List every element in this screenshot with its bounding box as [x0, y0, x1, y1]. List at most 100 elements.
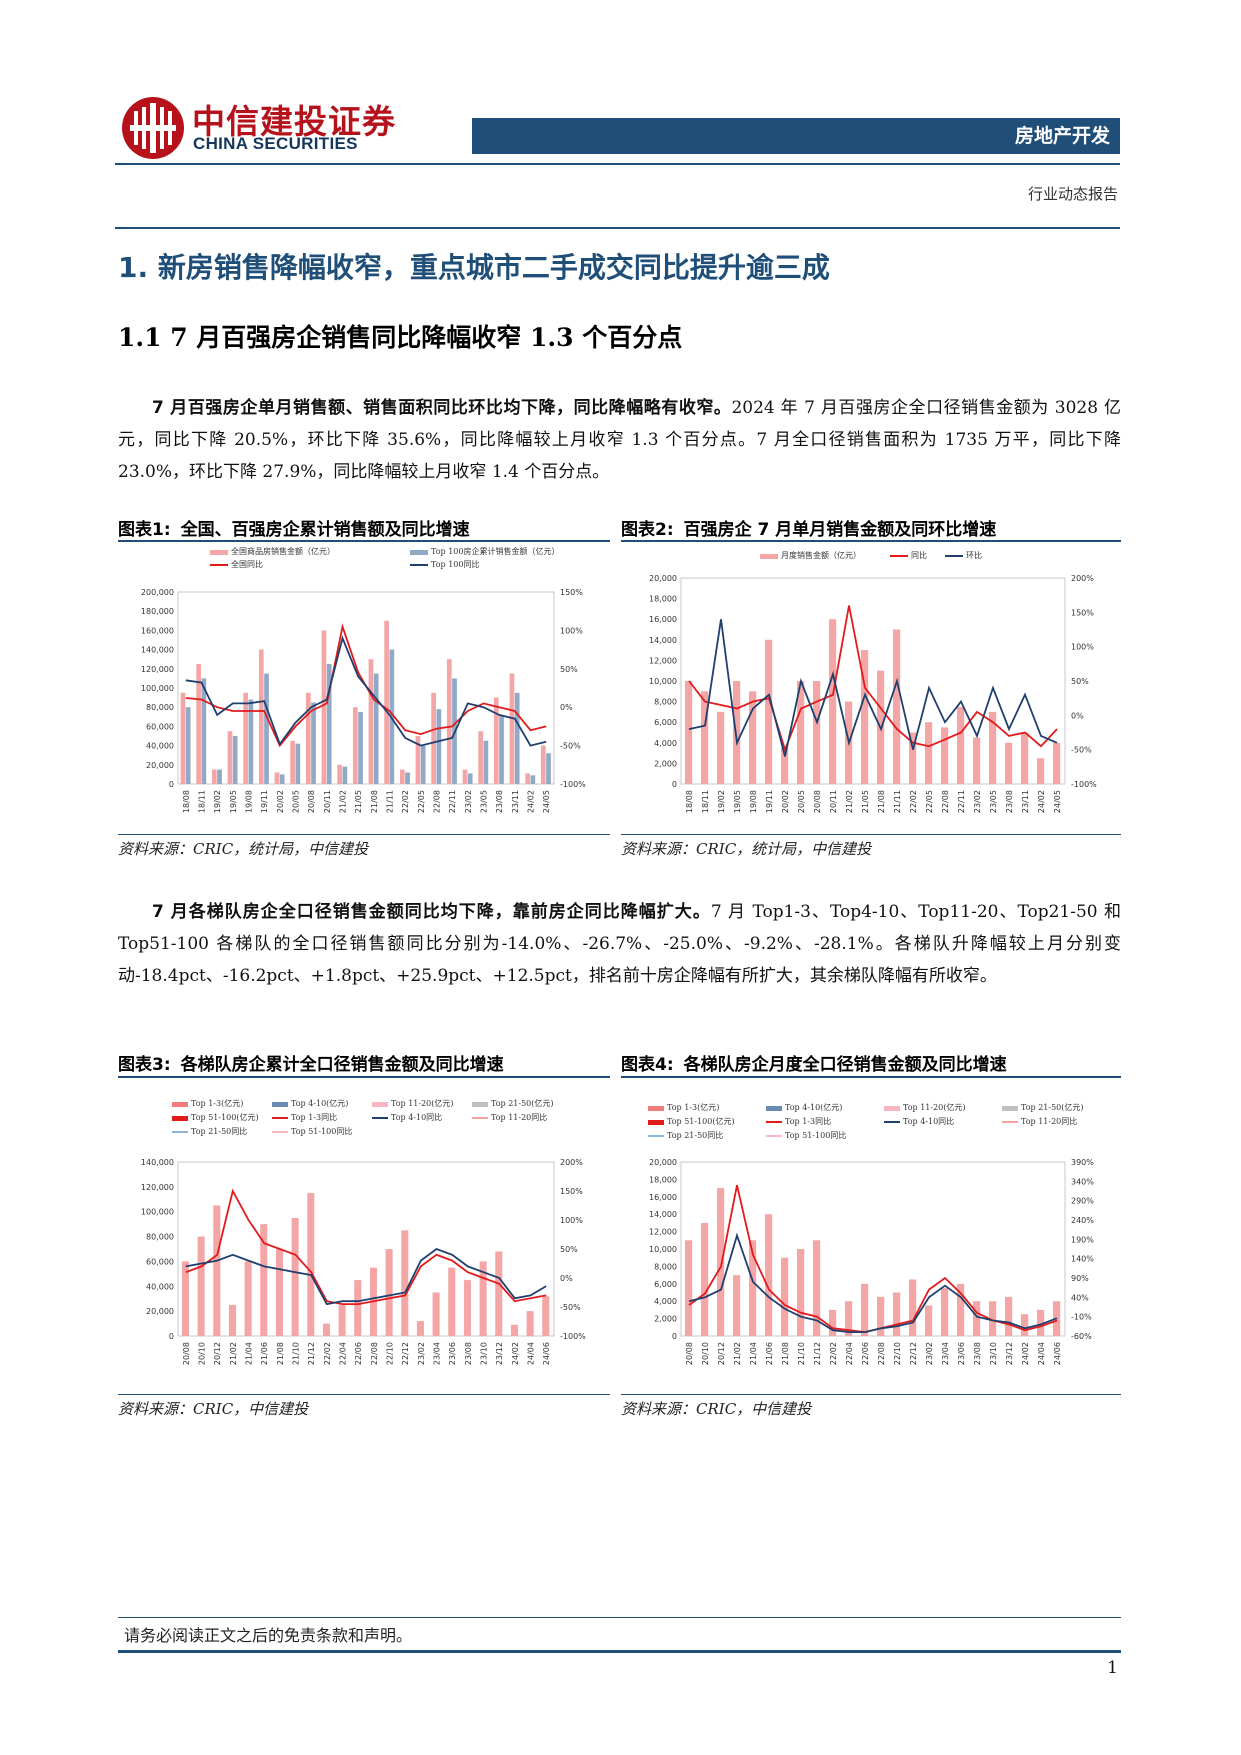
legend-item: Top 4-10同比: [884, 1116, 954, 1127]
y-tick-label: 2,000: [654, 1315, 677, 1324]
x-tick-label: 22/08: [941, 790, 950, 813]
y-tick-label: 10,000: [649, 1245, 677, 1254]
bar: [399, 769, 405, 784]
bar: [1053, 742, 1061, 784]
bar: [685, 681, 693, 784]
figure-2-bottom-rule: [621, 834, 1121, 835]
bar: [701, 1222, 709, 1336]
bar: [514, 692, 520, 784]
figure-2-label: 图表2:: [621, 520, 674, 540]
bar: [893, 629, 901, 784]
x-tick-label: 20/08: [813, 790, 822, 813]
legend-item: Top 51-100同比: [272, 1126, 352, 1137]
x-tick-label: 20/12: [213, 1342, 222, 1365]
bar: [479, 1261, 487, 1336]
figure-4-source: 资料来源：CRIC，中信建投: [621, 1400, 812, 1418]
plot-area: [680, 1161, 1066, 1337]
series-line: [185, 635, 547, 747]
bar: [432, 1292, 440, 1336]
legend-item: Top 4-10(亿元): [272, 1098, 348, 1109]
x-tick-label: 23/08: [495, 790, 504, 813]
bar: [499, 714, 504, 784]
figure-2-top-rule: [621, 540, 1121, 542]
figure-2-legend: 月度销售金额（亿元） 同比 环比: [760, 550, 1060, 564]
y-tick-label: 20,000: [649, 574, 677, 583]
y2-tick-label: -50%: [560, 742, 581, 751]
bar: [989, 1301, 997, 1336]
y-tick-label: 14,000: [649, 636, 677, 645]
bar: [893, 1292, 901, 1336]
y2-tick-label: 240%: [1071, 1216, 1094, 1225]
figure-3-label: 图表3:: [118, 1055, 171, 1075]
bar: [526, 1311, 534, 1336]
x-tick-label: 22/02: [401, 790, 410, 813]
x-tick-label: 20/05: [797, 790, 806, 813]
y-tick-label: 18,000: [649, 595, 677, 604]
y2-tick-label: -50%: [1071, 746, 1092, 755]
y-tick-label: 18,000: [649, 1175, 677, 1184]
x-tick-label: 19/05: [733, 790, 742, 813]
bar: [415, 736, 421, 784]
bar: [181, 1261, 189, 1336]
x-tick-label: 22/04: [339, 1342, 348, 1365]
legend-item: Top 100同比: [410, 559, 479, 570]
x-tick-label: 23/08: [973, 1342, 982, 1365]
bar: [436, 709, 442, 784]
bar: [540, 745, 546, 784]
bar: [733, 681, 741, 784]
figure-4-title: 图表4: 各梯队房企月度全口径销售金额及同比增速: [621, 1050, 1017, 1075]
x-tick-label: 21/05: [354, 790, 363, 813]
bar: [295, 743, 301, 784]
y-tick-label: 180,000: [141, 607, 174, 616]
x-tick-label: 21/06: [260, 1342, 269, 1365]
plot-area: [680, 577, 1066, 785]
legend-item: Top 21-50同比: [172, 1126, 247, 1137]
bar: [228, 1304, 236, 1336]
x-tick-label: 18/08: [182, 790, 191, 813]
bar: [227, 731, 233, 784]
x-tick-label: 22/08: [877, 1342, 886, 1365]
bar: [448, 1267, 456, 1336]
bar: [973, 1301, 981, 1336]
series-line: [185, 1247, 547, 1306]
legend-item: 同比: [890, 550, 927, 561]
logo-en-text: CHINA SECURITIES: [193, 134, 358, 153]
figure-4-chart: 20,000 18,000 16,000 14,000 12,000 10,000 8,00…: [649, 1158, 1094, 1365]
bar: [274, 772, 280, 784]
bar: [248, 699, 254, 784]
x-tick-label: 21/08: [877, 790, 886, 813]
x-tick-label: 24/05: [542, 790, 551, 813]
bar: [509, 673, 515, 784]
bar: [197, 1236, 205, 1336]
x-tick-label: 19/11: [260, 790, 269, 813]
x-tick-label: 22/11: [448, 790, 457, 813]
y2-tick-label: 100%: [560, 1216, 583, 1225]
bar: [244, 1261, 252, 1336]
legend-item: Top 100房企累计销售金额（亿元）: [410, 546, 559, 557]
bar: [1021, 1314, 1029, 1336]
plot-area: [177, 591, 555, 785]
y-tick-label: 8,000: [654, 1262, 677, 1271]
bar: [201, 678, 207, 784]
x-tick-label: 19/02: [717, 790, 726, 813]
bar: [196, 664, 201, 784]
series-line: [688, 1232, 1058, 1333]
y-tick-label: 80,000: [146, 1233, 174, 1242]
figure-1-source: 资料来源：CRIC，统计局，中信建投: [118, 840, 369, 858]
legend-item: Top 51-100(亿元): [648, 1116, 735, 1127]
y2-tick-label: 50%: [560, 1245, 578, 1254]
legend-item: Top 51-100(亿元): [172, 1112, 259, 1123]
legend-item: Top 11-20同比: [472, 1112, 547, 1123]
x-tick-label: 23/02: [973, 790, 982, 813]
y-tick-label: 14,000: [649, 1210, 677, 1219]
y2-tick-label: 390%: [1071, 1158, 1094, 1167]
y2-tick-label: 50%: [560, 665, 578, 674]
bar: [384, 620, 389, 784]
x-tick-label: 21/12: [307, 1342, 316, 1365]
bar: [925, 1305, 933, 1336]
x-tick-label: 22/06: [354, 1342, 363, 1365]
y2-tick-label: 100%: [1071, 643, 1094, 652]
bar: [717, 711, 725, 784]
x-tick-label: 20/08: [182, 1342, 191, 1365]
y-tick-label: 0: [672, 1332, 677, 1341]
